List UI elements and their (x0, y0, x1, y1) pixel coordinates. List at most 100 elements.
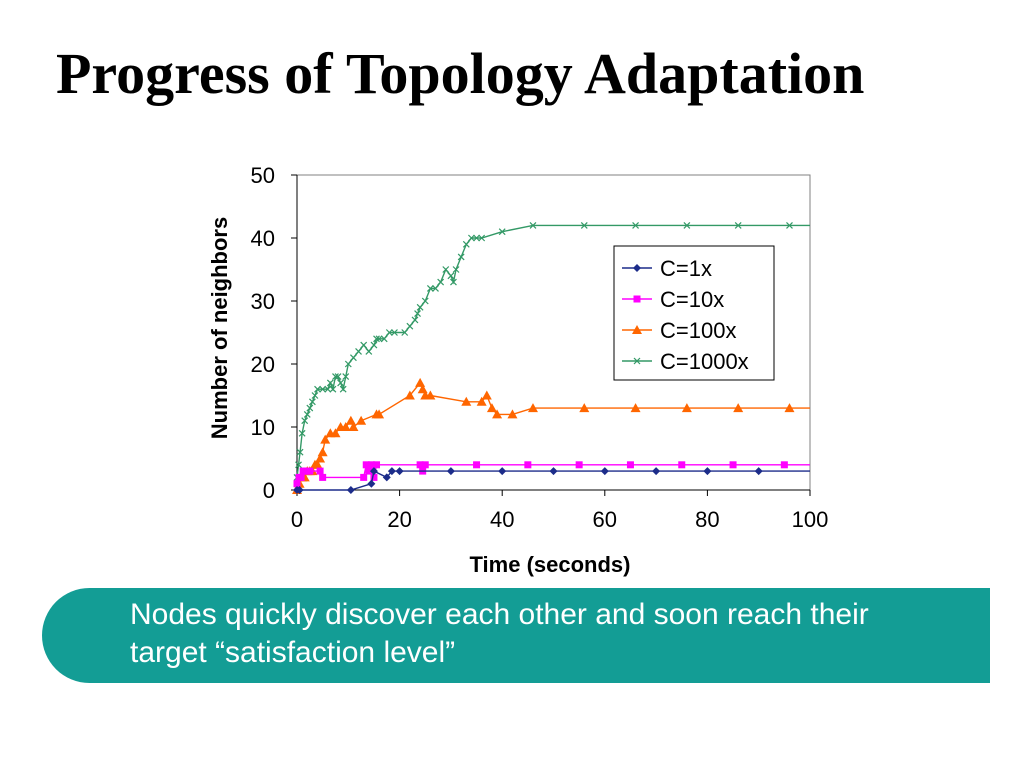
data-point (780, 461, 788, 469)
legend-item: C=100x (622, 318, 736, 343)
data-point (421, 297, 429, 305)
legend-label: C=10x (660, 287, 724, 312)
data-point (529, 221, 537, 229)
data-point (380, 335, 388, 343)
chart-legend: C=1x C=10x C=100x C=1000x (613, 245, 775, 381)
data-point (319, 473, 327, 481)
legend-item: C=10x (622, 287, 724, 312)
series-layer (292, 221, 810, 494)
data-point (507, 409, 518, 419)
data-point (416, 461, 424, 469)
plot-area (296, 174, 811, 491)
data-point (317, 447, 328, 457)
data-point (367, 479, 376, 488)
data-point (467, 234, 475, 242)
data-point (373, 335, 380, 343)
data-point (385, 329, 393, 336)
data-point (308, 398, 316, 406)
y-axis-ticks: 0 10 20 30 40 50 (251, 163, 297, 503)
data-point (312, 459, 323, 469)
data-point (370, 473, 378, 481)
data-point (734, 221, 742, 229)
data-point (374, 409, 385, 419)
y-tick-label: 50 (251, 163, 275, 188)
data-point (425, 390, 436, 400)
data-point (415, 377, 426, 387)
data-point (733, 403, 744, 413)
data-point (527, 403, 538, 413)
data-point (473, 234, 480, 242)
data-point (324, 385, 332, 393)
data-point (342, 373, 350, 381)
data-point (575, 461, 583, 469)
data-point (652, 467, 661, 476)
y-tick-label: 10 (251, 415, 275, 440)
data-point (478, 234, 486, 242)
data-point (426, 284, 434, 292)
data-point (319, 385, 327, 393)
data-point (387, 467, 396, 476)
data-point (450, 278, 457, 286)
data-point (344, 360, 352, 368)
data-point (432, 284, 439, 292)
data-point (356, 415, 367, 425)
data-point (298, 429, 306, 437)
data-point (303, 410, 311, 418)
data-point (306, 467, 314, 475)
x-axis-ticks: 0 20 40 60 80 100 (291, 490, 828, 532)
legend-item: C=1000x (622, 349, 749, 374)
data-point (334, 373, 342, 381)
data-point (311, 392, 319, 399)
data-point (404, 390, 415, 400)
x-tick-label: 60 (593, 507, 617, 532)
data-point (446, 467, 455, 476)
data-point (370, 341, 378, 349)
x-tick-label: 40 (490, 507, 514, 532)
x-axis-label: Time (seconds) (470, 552, 631, 577)
data-point (498, 467, 507, 476)
legend-swatch-marker (633, 264, 641, 272)
data-point (580, 221, 588, 229)
legend-label: C=1000x (660, 349, 749, 374)
data-point (320, 434, 331, 444)
legend-label: C=100x (660, 318, 736, 343)
data-point (784, 403, 795, 413)
y-axis-label: Number of neighbors (207, 217, 232, 439)
data-point (330, 428, 341, 438)
data-point (626, 461, 634, 469)
callout-banner: Nodes quickly discover each other and so… (42, 588, 990, 683)
data-point (476, 396, 487, 406)
data-point (360, 341, 368, 349)
series-c-1000x (293, 221, 810, 481)
data-point (678, 461, 686, 469)
x-tick-label: 100 (792, 507, 829, 532)
data-point (316, 467, 324, 475)
x-tick-label: 20 (387, 507, 411, 532)
data-point (414, 310, 421, 318)
data-point (297, 473, 305, 481)
data-point (369, 467, 378, 476)
data-point (332, 373, 339, 381)
data-point (411, 316, 419, 324)
data-point (296, 448, 304, 456)
data-point (395, 467, 404, 476)
data-point (447, 272, 455, 280)
data-point (498, 228, 506, 236)
data-point (600, 467, 609, 476)
data-point (367, 461, 375, 469)
data-point (362, 461, 370, 469)
data-point (442, 266, 450, 273)
data-point (437, 278, 445, 286)
data-point (295, 461, 302, 469)
data-point (457, 253, 465, 261)
x-tick-label: 80 (695, 507, 719, 532)
data-point (486, 403, 497, 413)
data-point (681, 403, 692, 413)
data-point (375, 335, 383, 343)
data-point (786, 221, 793, 229)
callout-text: Nodes quickly discover each other and so… (130, 598, 869, 669)
data-point (365, 347, 373, 355)
data-point (373, 461, 381, 469)
data-point (579, 403, 590, 413)
